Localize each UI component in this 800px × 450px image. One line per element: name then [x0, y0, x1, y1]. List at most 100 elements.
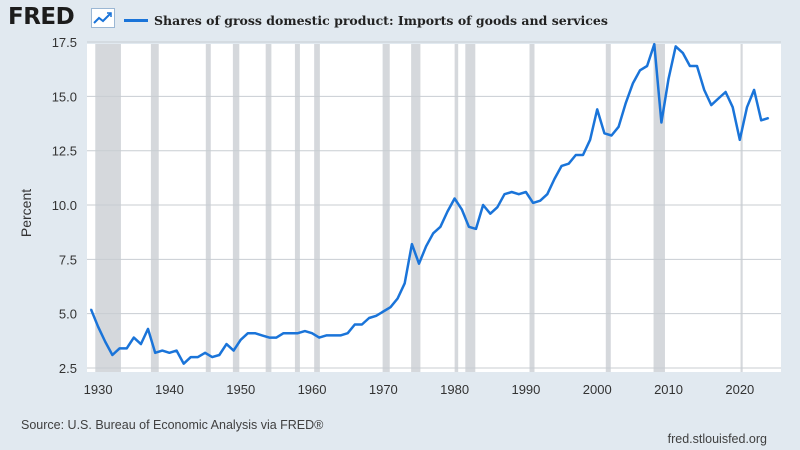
legend-swatch	[124, 18, 148, 22]
data-point	[596, 108, 599, 111]
data-point	[268, 336, 271, 339]
data-point	[432, 232, 435, 235]
data-point	[760, 119, 763, 122]
recession-band	[95, 44, 121, 372]
data-point	[325, 334, 328, 337]
data-point	[767, 117, 770, 119]
data-point	[197, 356, 199, 358]
data-point	[261, 334, 263, 337]
data-point	[211, 356, 214, 358]
data-point	[311, 332, 313, 335]
data-point	[560, 165, 563, 167]
x-tick-label: 2010	[654, 382, 683, 397]
data-point	[418, 262, 420, 265]
data-point	[118, 347, 121, 350]
recession-band	[465, 44, 476, 372]
recession-band	[265, 44, 272, 372]
data-point	[681, 52, 684, 54]
x-tick-label: 1970	[369, 382, 398, 397]
data-point	[282, 332, 285, 335]
legend-label: Shares of gross domestic product: Import…	[154, 12, 608, 28]
legend: Shares of gross domestic product: Import…	[124, 10, 608, 30]
data-point	[575, 154, 577, 156]
data-point	[518, 193, 520, 195]
data-point	[289, 332, 292, 335]
data-point	[717, 97, 720, 100]
data-point	[254, 332, 256, 335]
data-point	[703, 89, 705, 91]
data-point	[175, 349, 178, 352]
x-tick-label: 2000	[583, 382, 612, 397]
data-point	[468, 225, 470, 228]
data-point	[674, 45, 677, 48]
fred-logo[interactable]: FRED	[8, 4, 75, 30]
x-tick-label: 1950	[226, 382, 255, 397]
x-tick-label: 1930	[84, 382, 113, 397]
data-point	[396, 297, 399, 300]
recession-band	[605, 44, 611, 372]
data-point	[482, 204, 484, 206]
y-tick-label: 7.5	[59, 252, 77, 267]
plot-area	[87, 44, 781, 372]
data-point	[532, 202, 534, 204]
data-point	[632, 82, 634, 85]
data-point	[753, 89, 755, 91]
recession-band	[529, 44, 535, 372]
y-tick-label: 2.5	[59, 361, 77, 376]
data-point	[624, 102, 627, 104]
y-tick-label: 10.0	[52, 198, 77, 213]
recession-band	[454, 44, 459, 372]
data-point	[731, 106, 734, 109]
data-point	[97, 325, 99, 328]
recession-band	[740, 44, 743, 372]
data-point	[375, 315, 378, 317]
recession-band	[653, 44, 665, 372]
data-point	[218, 354, 221, 356]
source-note: Source: U.S. Bureau of Economic Analysis…	[21, 418, 324, 432]
y-axis-label: Percent	[18, 189, 34, 237]
data-point	[603, 132, 606, 135]
recession-band	[314, 44, 320, 372]
data-point	[460, 208, 463, 211]
data-point	[503, 193, 506, 195]
data-point	[475, 228, 477, 230]
data-point	[710, 104, 713, 106]
y-tick-label: 15.0	[52, 89, 77, 104]
data-point	[296, 332, 299, 335]
recession-band	[294, 44, 300, 372]
y-axis-ticks: 2.5 5.0 7.5 10.0 12.5 15.0 17.5	[52, 35, 77, 376]
data-point	[232, 349, 235, 352]
y-tick-label: 17.5	[52, 35, 77, 50]
data-point	[104, 341, 107, 343]
data-point	[382, 310, 385, 313]
x-tick-label: 1990	[511, 382, 540, 397]
x-tick-label: 2020	[725, 382, 754, 397]
data-point	[667, 78, 670, 80]
data-point	[361, 323, 363, 326]
data-point	[403, 282, 406, 285]
recession-band	[150, 44, 159, 372]
site-link[interactable]: fred.stlouisfed.org	[667, 432, 767, 446]
data-point	[239, 338, 242, 341]
data-point	[689, 65, 691, 67]
data-point	[411, 243, 413, 245]
series-layer	[89, 42, 770, 365]
y-tick-label: 5.0	[59, 307, 77, 322]
data-point	[724, 91, 727, 93]
data-point	[617, 125, 620, 128]
data-point	[154, 351, 156, 354]
recession-band	[411, 44, 421, 372]
data-point	[332, 334, 335, 337]
recession-band	[382, 44, 390, 372]
recession-band	[232, 44, 240, 372]
recession-bands	[95, 44, 743, 372]
data-point	[111, 354, 114, 356]
data-point	[425, 245, 427, 248]
grid-lines	[87, 41, 781, 369]
data-point	[510, 191, 513, 193]
data-point	[389, 306, 392, 308]
data-point	[125, 347, 128, 350]
data-point	[453, 197, 456, 200]
data-point	[446, 210, 449, 213]
